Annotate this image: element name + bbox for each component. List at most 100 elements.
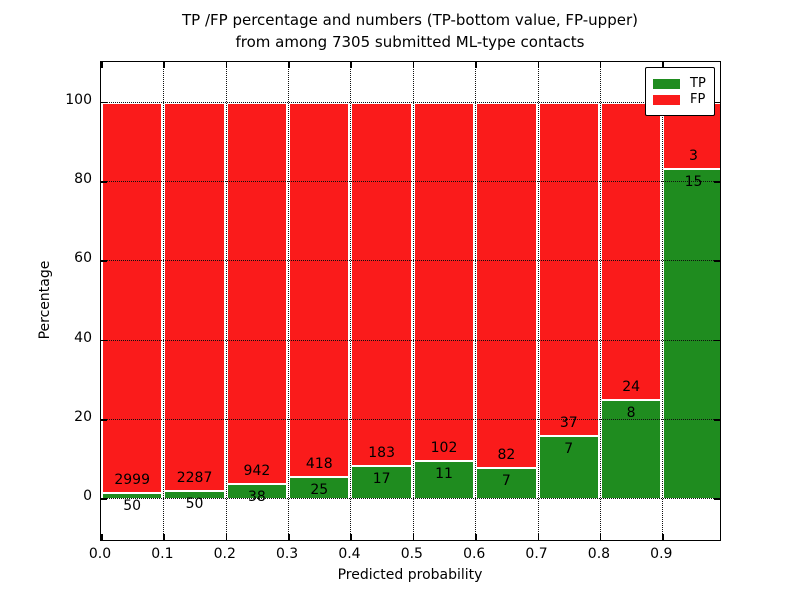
tp-count-label: 7	[564, 441, 574, 458]
x-tick-mark	[412, 534, 415, 540]
x-gridline	[662, 62, 664, 540]
tp-count-label: 50	[123, 497, 142, 514]
tp-count-label: 50	[185, 495, 204, 512]
x-tick-mark	[163, 534, 165, 540]
y-tick-mark-right	[714, 339, 720, 342]
bar-segment-fp	[165, 101, 224, 490]
bar-bin	[225, 101, 289, 499]
x-tick-label: 0.1	[151, 546, 174, 562]
bar-segment-fp	[103, 101, 162, 492]
y-tick-mark-right	[714, 419, 720, 421]
x-tick-label: 0.9	[650, 546, 673, 562]
x-tick-mark	[599, 534, 602, 540]
x-axis-label: Predicted probability	[337, 567, 483, 583]
x-tick-label: 0.4	[338, 546, 361, 562]
bar-segment-fp	[414, 101, 474, 460]
x-tick-label: 0.0	[88, 546, 112, 562]
tp-count-label: 15	[684, 173, 703, 190]
fp-count-label: 2287	[176, 469, 213, 486]
y-tick-mark	[101, 419, 107, 421]
bar-segment-tp	[290, 475, 349, 499]
y-gridline	[101, 260, 720, 262]
y-tick-mark	[101, 101, 107, 104]
y-tick-label: 100	[65, 91, 92, 108]
tp-count-label: 11	[435, 465, 453, 482]
tp-count-label: 8	[626, 405, 636, 422]
bar-bin	[101, 101, 164, 499]
y-axis-label: Percentage	[37, 260, 53, 340]
bar-segment-fp	[352, 101, 411, 465]
bar-segment-tp	[539, 435, 598, 499]
x-gridline	[350, 62, 352, 540]
x-tick-label: 0.7	[525, 546, 548, 562]
fp-count-label: 183	[368, 444, 396, 461]
x-gridline	[412, 62, 414, 540]
legend-item-fp: FP	[653, 93, 706, 106]
bar-segment-tp	[103, 491, 162, 499]
tp-count-label: 17	[372, 470, 391, 487]
x-tick-mark-top	[537, 62, 540, 68]
x-tick-mark	[101, 534, 103, 540]
legend-item-tp: TP	[653, 77, 706, 90]
bar-segment-tp	[601, 399, 661, 499]
fp-count-label: 24	[622, 379, 641, 396]
x-gridline	[225, 62, 227, 540]
bar-segment-fp	[290, 101, 349, 476]
x-tick-mark-top	[662, 62, 664, 68]
bar-segment-fp	[477, 101, 536, 468]
x-tick-mark-top	[225, 62, 228, 68]
x-tick-mark-top	[599, 62, 602, 68]
bar-segment-fp	[601, 101, 661, 400]
chart-title-line2: from among 7305 submitted ML-type contac…	[235, 33, 585, 51]
y-tick-mark	[101, 181, 107, 183]
y-gridline	[101, 101, 720, 103]
x-tick-label: 0.3	[275, 546, 299, 562]
x-tick-mark-top	[350, 62, 352, 68]
bar-bin	[537, 101, 600, 499]
y-gridline	[101, 419, 720, 420]
bar-segment-tp	[664, 167, 720, 499]
y-tick-mark	[101, 260, 107, 262]
bar-bin	[163, 101, 226, 499]
bar-segment-fp	[227, 101, 287, 483]
fp-count-label: 37	[559, 415, 578, 432]
fp-count-label: 418	[305, 455, 333, 472]
bar-segment-tp	[414, 459, 474, 499]
bar-bin	[599, 101, 663, 499]
bar-segment-tp	[227, 482, 287, 499]
x-gridline	[163, 62, 165, 540]
x-tick-mark-top	[288, 62, 290, 68]
x-tick-mark-top	[163, 62, 165, 68]
chart-title: TP /FP percentage and numbers (TP-bottom…	[100, 9, 720, 53]
x-tick-mark	[225, 534, 228, 540]
x-gridline	[537, 62, 539, 540]
x-gridline	[475, 62, 477, 540]
bar-bin	[288, 101, 351, 499]
x-tick-mark-top	[101, 62, 103, 68]
legend: TP FP	[645, 67, 715, 116]
bar-bin	[412, 101, 476, 499]
x-tick-label: 0.8	[587, 546, 611, 562]
x-tick-mark-top	[412, 62, 415, 68]
y-tick-mark-right	[714, 101, 720, 104]
bar-segment-tp	[165, 489, 224, 499]
y-tick-mark	[101, 498, 107, 500]
plot-area: 2999 50 2287 50 942 38 418 25 183 17 102 11 82 7 37 7 24…	[100, 61, 721, 541]
y-tick-label: 40	[74, 329, 92, 346]
y-gridline	[101, 181, 720, 182]
y-tick-label: 60	[74, 250, 92, 267]
x-tick-label: 0.2	[213, 546, 236, 562]
y-tick-mark-right	[714, 181, 720, 183]
chart-title-line1: TP /FP percentage and numbers (TP-bottom…	[182, 11, 638, 29]
y-tick-mark-right	[714, 260, 720, 262]
bar-segment-fp	[539, 101, 598, 436]
bar-segment-tp	[477, 467, 536, 499]
fp-count-label: 2999	[114, 471, 150, 488]
y-tick-label: 80	[74, 171, 92, 187]
fp-count-label: 82	[497, 447, 516, 464]
x-gridline	[288, 62, 290, 540]
bar-segment-tp	[352, 464, 411, 499]
x-tick-mark	[475, 534, 477, 540]
fp-count-label: 3	[689, 147, 698, 164]
